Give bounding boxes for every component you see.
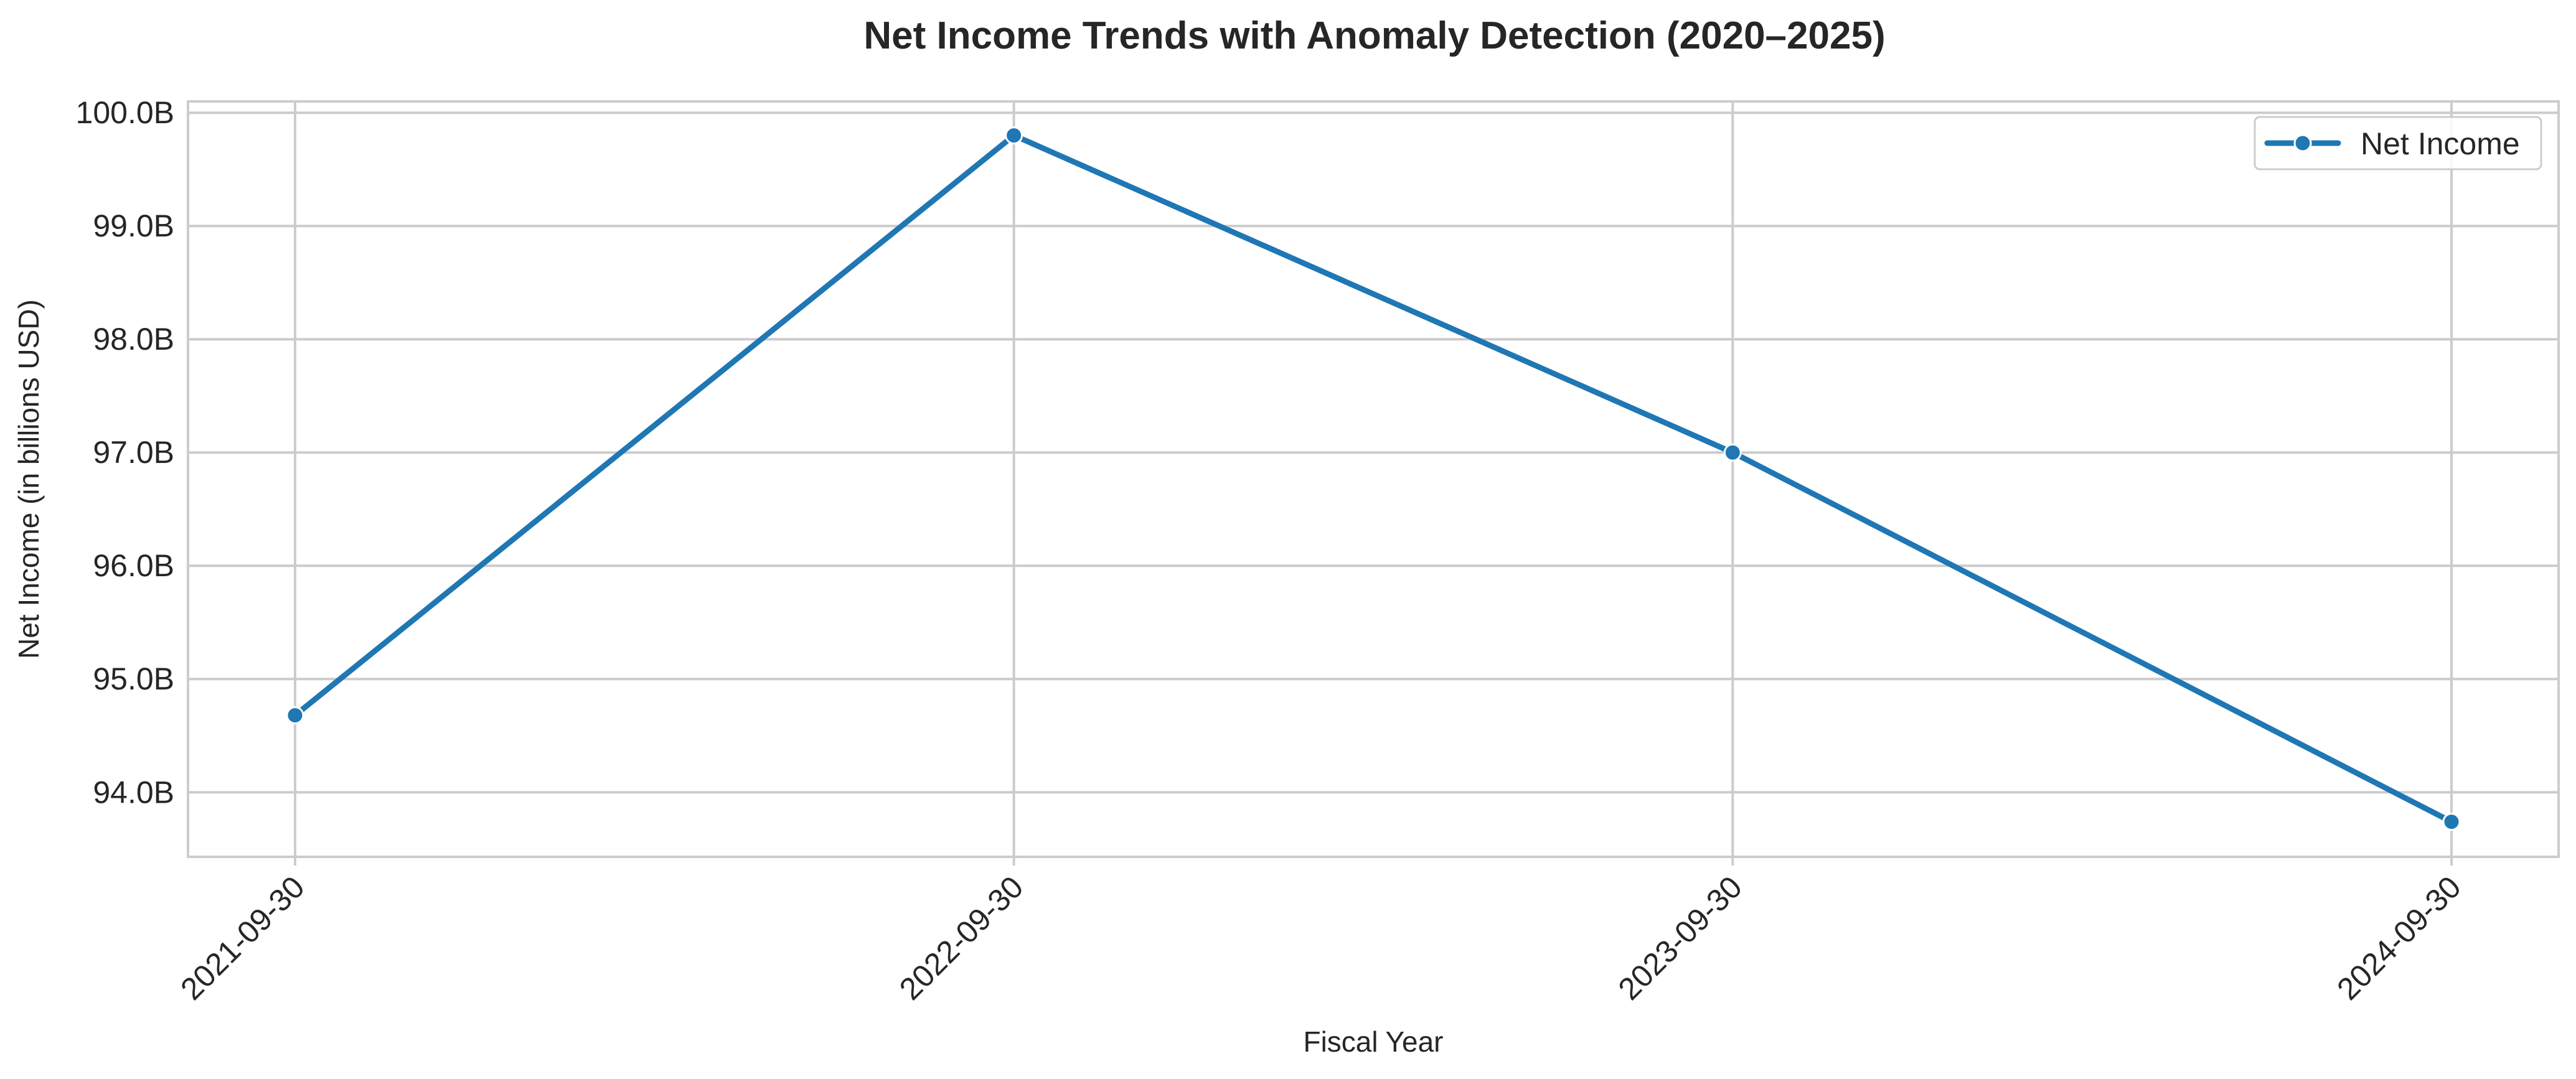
grid-lines xyxy=(188,101,2559,857)
y-axis-ticks: 94.0B 95.0B 96.0B 97.0B 98.0B 99.0B 100.0B xyxy=(76,95,174,810)
data-point xyxy=(286,706,304,724)
y-tick-label: 96.0B xyxy=(93,548,174,583)
series-line-net-income xyxy=(292,133,2455,825)
y-tick-label: 97.0B xyxy=(93,435,174,470)
data-point xyxy=(1005,126,1023,145)
y-tick-label: 95.0B xyxy=(93,661,174,696)
y-tick-label: 94.0B xyxy=(93,775,174,810)
x-tick-label: 2023-09-30 xyxy=(1612,869,1749,1006)
x-tick-label: 2024-09-30 xyxy=(2330,869,2467,1006)
y-tick-label: 100.0B xyxy=(76,95,174,130)
x-axis-ticks: 2021-09-30 2022-09-30 2023-09-30 2024-09-30 xyxy=(174,857,2468,1007)
legend-marker xyxy=(2293,134,2312,152)
x-axis-label: Fiscal Year xyxy=(1303,1025,1443,1058)
data-point xyxy=(2442,813,2461,831)
data-point xyxy=(1723,443,1742,462)
x-tick-label: 2022-09-30 xyxy=(893,869,1030,1006)
y-tick-label: 98.0B xyxy=(93,322,174,357)
chart-title: Net Income Trends with Anomaly Detection… xyxy=(863,14,1885,57)
x-tick-label: 2021-09-30 xyxy=(174,869,311,1006)
plot-frame xyxy=(187,100,2560,858)
plot-area xyxy=(188,101,2559,857)
legend-box xyxy=(2254,116,2542,170)
y-axis-label: Net Income (in billions USD) xyxy=(12,299,45,659)
y-tick-label: 99.0B xyxy=(93,208,174,243)
series-group xyxy=(286,126,2461,831)
legend: Net Income xyxy=(2254,116,2542,170)
legend-label-net-income: Net Income xyxy=(2361,126,2520,161)
